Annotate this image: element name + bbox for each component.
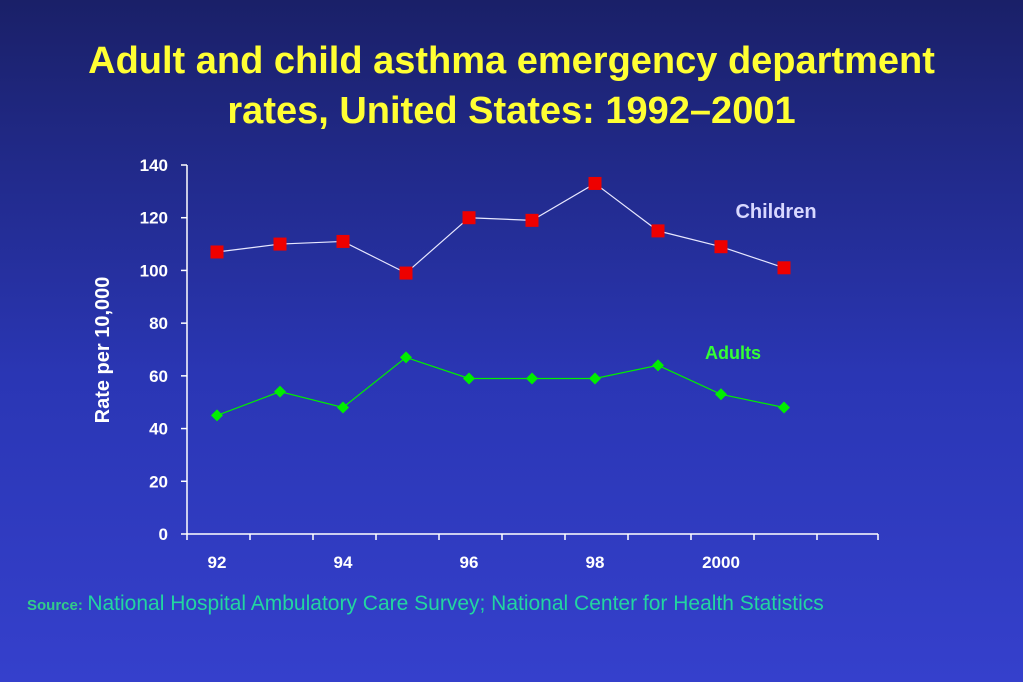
x-tick-label: 2000 xyxy=(702,553,740,572)
x-tick-label: 98 xyxy=(586,553,605,572)
y-axis-label: Rate per 10,000 xyxy=(92,277,114,424)
data-point-adults xyxy=(337,401,349,414)
y-tick-label: 0 xyxy=(159,525,168,544)
data-point-adults xyxy=(211,409,223,422)
data-point-adults xyxy=(715,388,727,401)
chart-title-line-1: Adult and child asthma emergency departm… xyxy=(88,40,935,82)
data-point-children xyxy=(714,240,728,254)
chart-title: Adult and child asthma emergency departm… xyxy=(0,36,1023,136)
series-line-children xyxy=(216,182,785,274)
data-point-children xyxy=(588,176,602,190)
y-tick-label: 60 xyxy=(149,367,168,386)
data-point-adults xyxy=(589,372,601,385)
data-point-children xyxy=(399,266,413,280)
series-markers xyxy=(210,176,791,422)
source-label: Source: xyxy=(27,597,83,614)
data-point-adults xyxy=(274,385,286,398)
data-point-children xyxy=(651,224,665,238)
x-tick-label: 94 xyxy=(334,553,353,572)
series-label-adults: Adults xyxy=(705,343,761,363)
data-point-adults xyxy=(400,351,412,364)
y-tick-label: 20 xyxy=(149,472,168,491)
data-point-adults xyxy=(778,401,790,414)
data-point-adults xyxy=(463,372,475,385)
series-lines xyxy=(216,182,785,416)
data-point-children xyxy=(336,234,350,248)
data-point-children xyxy=(210,245,224,259)
data-point-children xyxy=(777,261,791,275)
y-tick-label: 120 xyxy=(140,209,168,228)
source-note: Source: National Hospital Ambulatory Car… xyxy=(27,592,824,616)
data-point-children xyxy=(462,211,476,225)
chart-axes: 0 20 40 60 80 100 120 140 92 94 96 98 2000 xyxy=(140,156,879,572)
source-text: National Hospital Ambulatory Care Survey… xyxy=(87,592,824,615)
y-tick-label: 100 xyxy=(140,261,168,280)
data-point-children xyxy=(273,237,287,251)
y-tick-label: 80 xyxy=(149,314,168,333)
series-label-children: Children xyxy=(735,201,816,223)
x-tick-label: 96 xyxy=(460,553,479,572)
x-tick-label: 92 xyxy=(208,553,227,572)
data-point-adults xyxy=(526,372,538,385)
y-tick-label: 40 xyxy=(149,420,168,439)
y-tick-label: 140 xyxy=(140,156,168,175)
data-point-adults xyxy=(652,359,664,372)
data-point-children xyxy=(525,213,539,227)
series-line-adults xyxy=(216,356,785,416)
chart-title-line-2: rates, United States: 1992–2001 xyxy=(227,90,796,132)
